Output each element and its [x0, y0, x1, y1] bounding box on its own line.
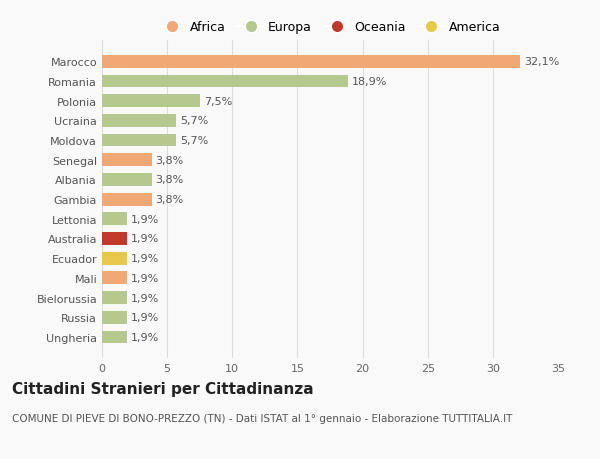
Bar: [102, 213, 127, 226]
Text: 7,5%: 7,5%: [203, 96, 232, 106]
Text: COMUNE DI PIEVE DI BONO-PREZZO (TN) - Dati ISTAT al 1° gennaio - Elaborazione TU: COMUNE DI PIEVE DI BONO-PREZZO (TN) - Da…: [12, 413, 512, 423]
Text: 1,9%: 1,9%: [131, 214, 159, 224]
Text: 3,8%: 3,8%: [155, 155, 184, 165]
Bar: [102, 75, 348, 88]
Text: 1,9%: 1,9%: [131, 313, 159, 323]
Bar: [102, 291, 127, 304]
Bar: [102, 174, 152, 186]
Bar: [102, 95, 200, 108]
Text: 1,9%: 1,9%: [131, 234, 159, 244]
Text: 5,7%: 5,7%: [180, 116, 208, 126]
Bar: [102, 311, 127, 324]
Text: 1,9%: 1,9%: [131, 254, 159, 263]
Bar: [102, 154, 152, 167]
Bar: [102, 115, 176, 128]
Text: 1,9%: 1,9%: [131, 293, 159, 303]
Bar: [102, 233, 127, 246]
Bar: [102, 331, 127, 344]
Text: 1,9%: 1,9%: [131, 273, 159, 283]
Text: 1,9%: 1,9%: [131, 332, 159, 342]
Bar: [102, 193, 152, 206]
Text: 5,7%: 5,7%: [180, 136, 208, 146]
Bar: [102, 134, 176, 147]
Bar: [102, 56, 520, 68]
Bar: [102, 252, 127, 265]
Text: Cittadini Stranieri per Cittadinanza: Cittadini Stranieri per Cittadinanza: [12, 381, 314, 396]
Text: 32,1%: 32,1%: [524, 57, 559, 67]
Text: 18,9%: 18,9%: [352, 77, 388, 87]
Text: 3,8%: 3,8%: [155, 175, 184, 185]
Text: 3,8%: 3,8%: [155, 195, 184, 205]
Legend: Africa, Europa, Oceania, America: Africa, Europa, Oceania, America: [155, 16, 505, 39]
Bar: [102, 272, 127, 285]
